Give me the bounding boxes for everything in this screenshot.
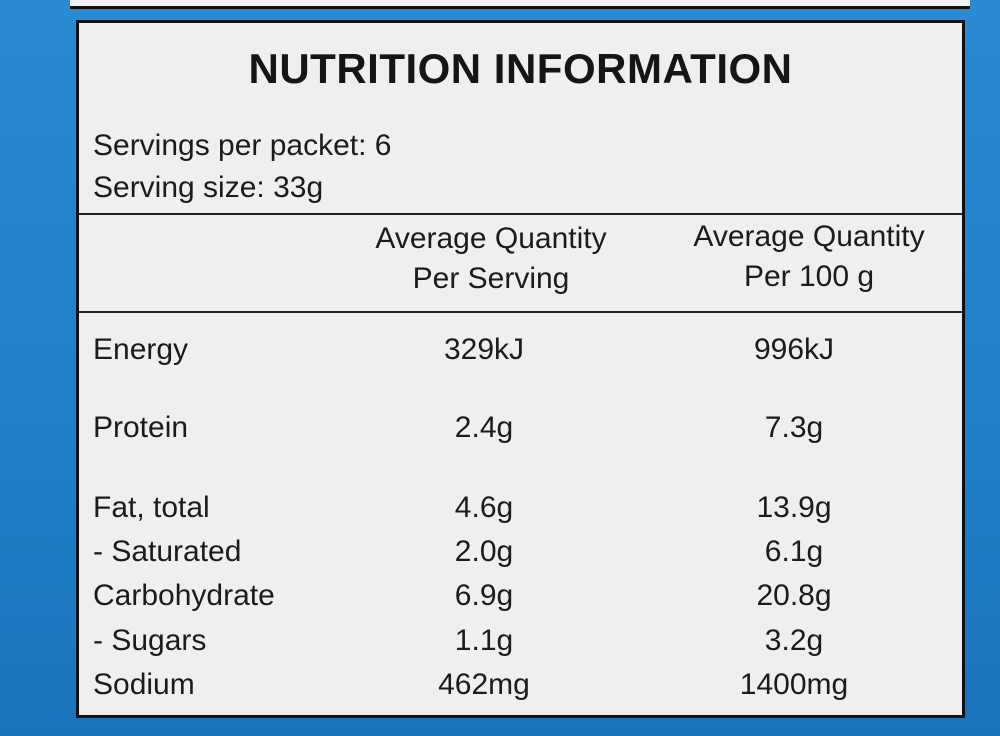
serving-size: Serving size: 33g [93, 171, 324, 204]
nutrient-label: Fat, total [93, 491, 210, 524]
column-header-line: Average Quantity [375, 222, 607, 255]
per-serving-value: 2.4g [454, 411, 514, 444]
nutrient-row-sugars: - Sugars 1.1g 3.2g [79, 624, 962, 664]
per-serving-value: 4.6g [454, 491, 514, 524]
nutrient-row-saturated: - Saturated 2.0g 6.1g [79, 535, 962, 575]
divider-top [79, 213, 962, 215]
column-header-line: Average Quantity [693, 220, 925, 253]
column-header-per-serving: Average Quantity Per Serving [351, 219, 631, 299]
per-serving-value: 462mg [438, 668, 530, 701]
nutrient-label: Energy [93, 333, 189, 366]
per-serving-value: 1.1g [454, 624, 514, 657]
package-top-edge [70, 0, 970, 9]
column-header-per-100g: Average Quantity Per 100 g [664, 217, 954, 297]
divider-header [79, 311, 962, 313]
per-serving-value: 6.9g [454, 579, 514, 612]
nutrient-row-carbohydrate: Carbohydrate 6.9g 20.8g [79, 579, 962, 619]
per-100g-value: 6.1g [764, 535, 824, 568]
nutrient-label: Protein [93, 411, 189, 444]
per-100g-value: 3.2g [764, 624, 824, 657]
per-100g-value: 996kJ [753, 333, 835, 366]
column-header-line: Per Serving [412, 262, 570, 295]
per-serving-value: 329kJ [443, 333, 525, 366]
per-100g-value: 20.8g [756, 579, 832, 612]
panel-title: NUTRITION INFORMATION [248, 45, 793, 92]
nutrient-row-energy: Energy 329kJ 996kJ [79, 333, 962, 373]
servings-per-packet: Servings per packet: 6 [93, 129, 392, 162]
nutrient-label: - Sugars [93, 624, 207, 657]
per-100g-value: 1400mg [739, 668, 849, 701]
nutrient-row-sodium: Sodium 462mg 1400mg [79, 668, 962, 708]
nutrition-panel: NUTRITION INFORMATION Servings per packe… [76, 20, 965, 718]
nutrient-row-fat-total: Fat, total 4.6g 13.9g [79, 491, 962, 531]
column-header-line: Per 100 g [743, 260, 875, 293]
per-serving-value: 2.0g [454, 535, 514, 568]
nutrient-row-protein: Protein 2.4g 7.3g [79, 411, 962, 451]
per-100g-value: 7.3g [764, 411, 824, 444]
nutrient-label: Sodium [93, 668, 195, 701]
nutrient-label: Carbohydrate [93, 579, 275, 612]
per-100g-value: 13.9g [756, 491, 832, 524]
nutrient-label: - Saturated [93, 535, 242, 568]
